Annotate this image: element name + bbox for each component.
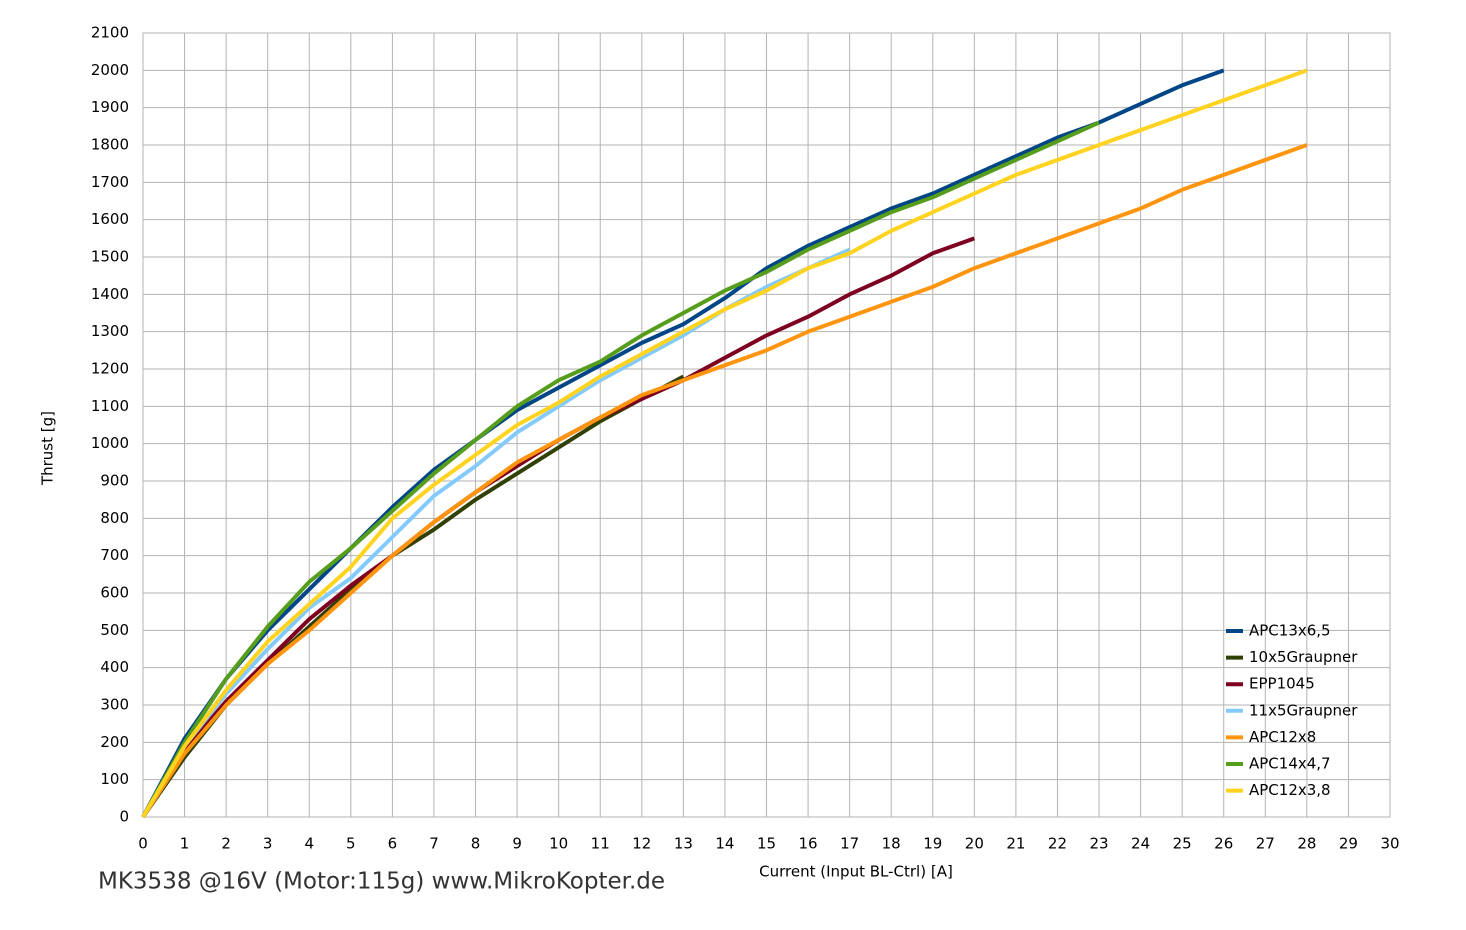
x-tick-label: 13 — [674, 835, 693, 853]
x-tick-label: 17 — [840, 835, 859, 853]
y-tick-label: 1300 — [91, 322, 129, 340]
y-tick-label: 900 — [100, 472, 129, 490]
y-tick-label: 1400 — [91, 285, 129, 303]
x-tick-label: 19 — [923, 835, 942, 853]
series-line — [141, 374, 685, 819]
y-tick-label: 100 — [100, 770, 129, 788]
y-tick-label: 1600 — [91, 210, 129, 228]
x-tick-label: 15 — [757, 835, 776, 853]
x-tick-label: 11 — [591, 835, 610, 853]
y-axis-title: Thrust [g] — [39, 411, 57, 486]
annotation: MK3538 @16V (Motor:115g) www.MikroKopter… — [98, 869, 665, 895]
x-tick-label: 16 — [799, 835, 818, 853]
y-tick-label: 700 — [100, 546, 129, 564]
y-tick-label: 500 — [100, 621, 129, 639]
y-tick-label: 0 — [119, 808, 129, 826]
x-tick-label: 24 — [1131, 835, 1150, 853]
x-tick-label: 5 — [346, 835, 356, 853]
x-tick-label: 8 — [471, 835, 481, 853]
series-line — [141, 68, 1308, 819]
legend-label: APC13x6,5 — [1249, 622, 1331, 640]
x-tick-label: 12 — [632, 835, 651, 853]
series-line — [141, 120, 1100, 818]
series-line — [141, 143, 1308, 819]
x-tick-label: 25 — [1173, 835, 1192, 853]
x-axis-title: Current (Input BL-Ctrl) [A] — [759, 863, 953, 881]
plot-frame — [142, 32, 1391, 818]
x-tick-label: 0 — [138, 835, 148, 853]
legend-label: APC12x3,8 — [1249, 781, 1331, 799]
y-tick-label: 1200 — [91, 360, 129, 378]
y-tick-label: 600 — [100, 584, 129, 602]
x-tick-label: 27 — [1256, 835, 1275, 853]
x-tick-label: 2 — [221, 835, 231, 853]
y-tick-label: 800 — [100, 509, 129, 527]
y-tick-label: 2100 — [91, 24, 129, 42]
x-tick-label: 7 — [429, 835, 439, 853]
legend-label: APC14x4,7 — [1249, 755, 1331, 773]
x-tick-label: 20 — [965, 835, 984, 853]
y-tick-label: 400 — [100, 658, 129, 676]
series-line — [141, 247, 851, 819]
x-tick-label: 30 — [1380, 835, 1399, 853]
y-tick-label: 200 — [100, 733, 129, 751]
y-tick-label: 2000 — [91, 61, 129, 79]
x-tick-label: 23 — [1089, 835, 1108, 853]
y-tick-label: 1900 — [91, 98, 129, 116]
x-tick-label: 28 — [1297, 835, 1316, 853]
x-tick-label: 9 — [512, 835, 522, 853]
y-tick-label: 1800 — [91, 136, 129, 154]
x-tick-label: 26 — [1214, 835, 1233, 853]
x-tick-label: 4 — [304, 835, 314, 853]
x-tick-label: 6 — [388, 835, 398, 853]
x-tick-label: 14 — [715, 835, 734, 853]
x-tick-label: 3 — [263, 835, 273, 853]
x-tick-label: 21 — [1006, 835, 1025, 853]
x-tick-label: 22 — [1048, 835, 1067, 853]
y-tick-label: 1500 — [91, 248, 129, 266]
legend-label: 11x5Graupner — [1249, 701, 1358, 719]
series-line — [141, 68, 1225, 818]
legend-label: EPP1045 — [1249, 675, 1315, 693]
x-tick-label: 1 — [180, 835, 190, 853]
y-tick-label: 1100 — [91, 397, 129, 415]
y-tick-label: 1000 — [91, 434, 129, 452]
y-tick-label: 300 — [100, 696, 129, 714]
y-tick-label: 1700 — [91, 173, 129, 191]
x-tick-label: 18 — [882, 835, 901, 853]
legend-label: APC12x8 — [1249, 728, 1316, 746]
x-tick-label: 10 — [549, 835, 568, 853]
x-tick-label: 29 — [1339, 835, 1358, 853]
legend-label: 10x5Graupner — [1249, 648, 1358, 666]
